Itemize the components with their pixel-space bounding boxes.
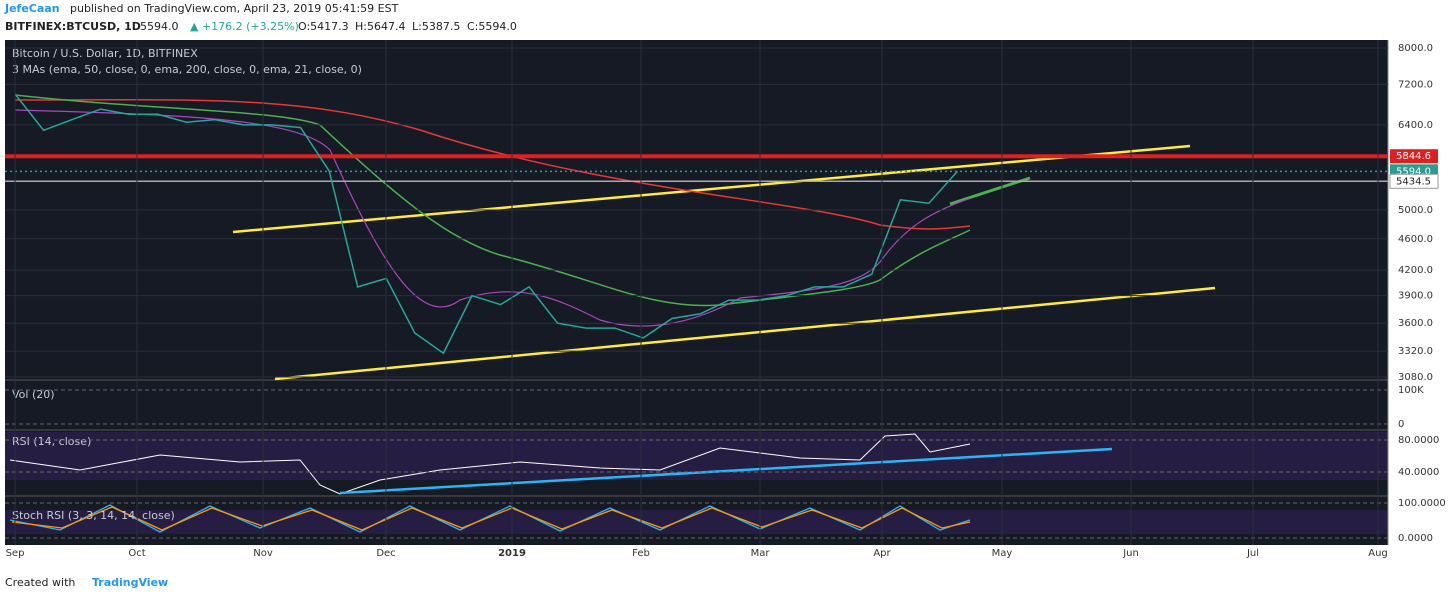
price-label: 5434.5 bbox=[1396, 176, 1431, 187]
ema-200 bbox=[14, 99, 971, 230]
rsi-legend: RSI (14, close) bbox=[12, 435, 91, 448]
open: O:5417.3 bbox=[298, 20, 349, 33]
trendline bbox=[232, 144, 1191, 234]
ema-50 bbox=[14, 94, 971, 307]
x-tick-label: Apr bbox=[873, 548, 891, 559]
last-price: 5594.0 bbox=[140, 20, 179, 33]
x-tick-label: 2019 bbox=[498, 548, 526, 559]
rsi-line bbox=[9, 433, 971, 495]
high: H:5647.4 bbox=[355, 20, 405, 33]
pane-tick-label: 0.0000 bbox=[1398, 533, 1433, 544]
low: L:5387.5 bbox=[412, 20, 460, 33]
volume-legend: Vol (20) bbox=[12, 388, 55, 401]
y-tick-label: 4200.0 bbox=[1398, 265, 1433, 276]
y-tick-label: 3900.0 bbox=[1398, 291, 1433, 302]
y-tick-label: 4600.0 bbox=[1398, 234, 1433, 245]
x-tick-label: May bbox=[992, 548, 1013, 559]
x-tick-label: Jun bbox=[1122, 548, 1139, 559]
published: published on TradingView.com, April 23, … bbox=[70, 2, 399, 15]
trendline bbox=[949, 176, 1031, 206]
pane-tick-label: 100.0000 bbox=[1398, 498, 1446, 509]
pane-tick-label: 100K bbox=[1398, 385, 1424, 396]
rsi-trendline bbox=[339, 447, 1113, 495]
x-tick-label: Dec bbox=[376, 548, 395, 559]
x-tick-label: Nov bbox=[253, 548, 273, 559]
x-tick-label: Mar bbox=[751, 548, 771, 559]
stoch-legend: Stoch RSI (3, 3, 14, 14, close) bbox=[12, 509, 175, 522]
y-tick-label: 3320.0 bbox=[1398, 346, 1433, 357]
trendline bbox=[274, 286, 1216, 381]
x-tick-label: Oct bbox=[128, 548, 145, 559]
price-label: 5594.0 bbox=[1396, 166, 1431, 177]
ma-legend: 3 MAs (ema, 50, close, 0, ema, 200, clos… bbox=[12, 63, 362, 76]
footer-text: Created with bbox=[5, 576, 75, 589]
change: ▲ +176.2 (+3.25%) bbox=[190, 20, 299, 33]
price-label-box bbox=[1389, 173, 1439, 189]
pane-tick-label: 40.0000 bbox=[1398, 467, 1439, 478]
y-tick-label: 3600.0 bbox=[1398, 318, 1433, 329]
y-tick-label: 7200.0 bbox=[1398, 79, 1433, 90]
main-legend: Bitcoin / U.S. Dollar, 1D, BITFINEX bbox=[12, 47, 198, 60]
y-tick-label: 6400.0 bbox=[1398, 120, 1433, 131]
symbol: BITFINEX:BTCUSD, 1D bbox=[5, 20, 141, 33]
pane-tick-label: 0 bbox=[1398, 419, 1404, 430]
x-tick-label: Sep bbox=[6, 548, 25, 559]
y-tick-label: 5000.0 bbox=[1398, 205, 1433, 216]
x-tick-label: Feb bbox=[632, 548, 650, 559]
close: C:5594.0 bbox=[467, 20, 517, 33]
brand[interactable]: TradingView bbox=[92, 576, 168, 589]
y-tick-label: 3080.0 bbox=[1398, 372, 1433, 383]
y-tick-label: 8000.0 bbox=[1398, 43, 1433, 54]
price-label-box bbox=[1390, 149, 1438, 164]
price-label: 5844.6 bbox=[1396, 151, 1431, 162]
x-tick-label: Aug bbox=[1368, 548, 1388, 559]
x-tick-label: Jul bbox=[1246, 548, 1259, 559]
ema-21 bbox=[14, 109, 971, 327]
pane-tick-label: 80.0000 bbox=[1398, 435, 1439, 446]
price-line bbox=[14, 93, 959, 355]
author[interactable]: JefeCaan bbox=[4, 2, 60, 15]
